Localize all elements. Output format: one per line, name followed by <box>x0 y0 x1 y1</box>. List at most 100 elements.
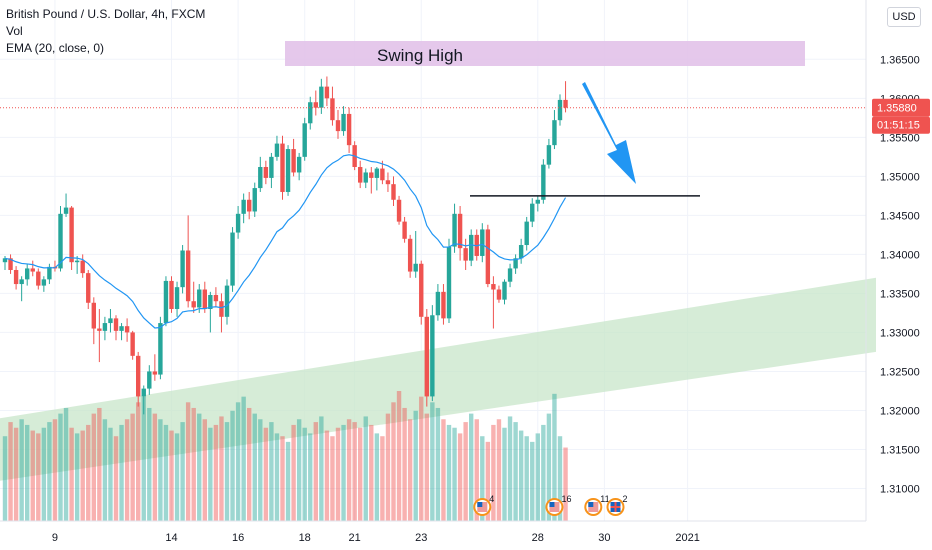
flag-canton <box>588 502 594 507</box>
volume-bar <box>374 433 380 521</box>
candle-body <box>41 279 47 286</box>
volume-bar <box>330 436 335 521</box>
volume-bar <box>419 396 424 521</box>
volume-bar <box>513 422 518 521</box>
candle-body <box>396 199 402 222</box>
volume-bars <box>2 391 568 521</box>
volume-bar <box>385 413 391 521</box>
candle-body <box>557 99 563 121</box>
candle-body <box>524 221 529 246</box>
candle-body <box>69 207 74 263</box>
time-tick-label: 28 <box>532 532 544 544</box>
volume-bar <box>97 407 102 521</box>
time-tick-label: 18 <box>299 532 311 544</box>
volume-bar <box>136 402 141 521</box>
time-tick-label: 14 <box>165 532 177 544</box>
countdown-tag <box>872 116 930 134</box>
volume-bar <box>36 433 41 521</box>
volume-bar <box>430 402 435 521</box>
candle-body <box>258 166 263 189</box>
volume-bar <box>113 436 119 521</box>
candle-body <box>102 323 108 331</box>
volume-bar <box>41 427 47 521</box>
economic-events[interactable]: 4 16 11 2 <box>473 494 628 516</box>
volume-bar <box>63 407 69 521</box>
volume-bar <box>446 424 452 521</box>
volume-bar <box>252 413 257 521</box>
volume-bar <box>247 407 252 521</box>
volume-bar <box>507 416 513 521</box>
candle-body <box>174 287 180 310</box>
candle-body <box>280 143 285 192</box>
volume-bar <box>452 427 457 521</box>
candle-body <box>407 238 413 272</box>
price-tick-label: 1.34500 <box>880 210 920 222</box>
candle-body <box>208 294 213 310</box>
currency-label[interactable]: USD <box>887 7 921 27</box>
last-price-text: 1.35880 <box>877 103 917 115</box>
candle-body <box>402 221 407 239</box>
ema-legend[interactable]: EMA (20, close, 0) <box>6 41 105 55</box>
volume-bar <box>102 419 108 521</box>
price-tick-label: 1.32500 <box>880 366 920 378</box>
candle-body <box>274 143 280 157</box>
candle-body <box>313 102 318 108</box>
volume-bar <box>313 422 318 521</box>
candle-body <box>380 168 385 181</box>
candle-body <box>541 164 546 200</box>
down-arrow <box>582 82 636 184</box>
time-tick-label: 2021 <box>675 532 699 544</box>
flag-canton <box>549 502 555 507</box>
volume-bar <box>8 422 13 521</box>
candle-body <box>441 291 446 319</box>
volume-bar <box>485 441 491 521</box>
volume-bar <box>69 427 74 521</box>
time-tick-label: 30 <box>598 532 610 544</box>
symbol-title[interactable]: British Pound / U.S. Dollar, 4h, FXCM <box>6 7 206 21</box>
swing-high-zone[interactable]: Swing High <box>285 41 805 66</box>
flag-canton <box>477 502 483 507</box>
candle-body <box>169 280 174 310</box>
time-scale[interactable]: 9 14 16 18 21 23 28 30 2021 <box>0 520 866 544</box>
ascending-channel-drawing[interactable] <box>0 277 876 481</box>
candle-body <box>141 388 146 397</box>
candle-body <box>63 207 69 214</box>
channel-band <box>0 277 876 481</box>
volume-bar <box>335 427 341 521</box>
volume-bar <box>424 413 429 521</box>
volume-bar <box>119 424 124 521</box>
candle-body <box>319 86 324 108</box>
volume-bar <box>396 391 402 521</box>
candle-body <box>530 203 535 222</box>
candle-body <box>324 86 330 99</box>
volume-bar <box>141 396 146 521</box>
volume-bar <box>208 427 213 521</box>
volume-bar <box>474 419 479 521</box>
vol-legend[interactable]: Vol <box>6 24 23 38</box>
candle-body <box>457 213 463 249</box>
volume-bar <box>130 413 135 521</box>
volume-bar <box>380 436 385 521</box>
candle-body <box>130 332 135 356</box>
candle-body <box>91 302 96 329</box>
candle-body <box>86 273 91 303</box>
price-scale[interactable]: 1.365001.360001.355001.350001.345001.340… <box>865 0 930 521</box>
candle-body <box>13 270 19 285</box>
volume-bar <box>185 402 191 521</box>
trend-drawings[interactable] <box>0 82 866 197</box>
candle-body <box>19 279 24 285</box>
candle-body <box>496 289 502 300</box>
volume-bar <box>358 427 363 521</box>
volume-bar <box>25 424 30 521</box>
time-tick-label: 21 <box>349 532 361 544</box>
candle-body <box>202 289 207 310</box>
candle-body <box>113 318 119 331</box>
candle-body <box>263 166 269 178</box>
volume-bar <box>557 436 563 521</box>
volume-bar <box>530 441 535 521</box>
volume-bar <box>535 433 540 521</box>
candlestick-series <box>2 76 568 415</box>
candle-body <box>47 266 52 280</box>
swing-high-label: Swing High <box>377 46 463 65</box>
